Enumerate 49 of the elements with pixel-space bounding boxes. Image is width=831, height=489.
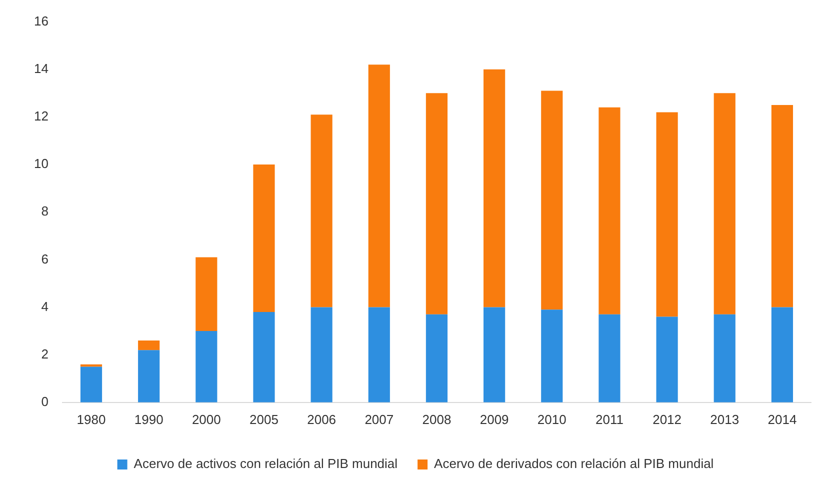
x-tick-label: 2007 — [364, 412, 394, 427]
y-tick-label: 2 — [41, 346, 48, 362]
x-tick-label: 2014 — [768, 412, 797, 427]
bar — [714, 314, 736, 402]
bar — [598, 107, 620, 314]
bar — [368, 64, 390, 308]
x-tick-label: 2005 — [250, 412, 278, 427]
y-tick-label: 12 — [34, 108, 48, 124]
y-tick-label: 4 — [41, 298, 48, 314]
bar — [541, 90, 563, 310]
bar — [426, 93, 448, 314]
bar — [196, 257, 218, 332]
bar — [80, 366, 102, 402]
bar — [656, 112, 678, 317]
y-tick-label: 16 — [34, 13, 48, 28]
legend-label: Acervo de derivados con relación al PIB mundial — [434, 456, 714, 472]
bar — [771, 307, 794, 402]
bar — [196, 331, 218, 402]
x-tick-label: 2013 — [710, 412, 740, 427]
y-tick-label: 10 — [34, 156, 48, 172]
bar — [714, 93, 736, 314]
bar — [138, 350, 160, 402]
x-tick-label: 2011 — [595, 412, 624, 427]
bar — [310, 307, 332, 402]
x-tick-label: 2008 — [422, 412, 452, 427]
bar — [253, 164, 275, 312]
x-tick-label: 2009 — [480, 412, 509, 427]
x-tick-label: 1990 — [134, 412, 164, 427]
bar — [771, 105, 794, 308]
y-tick-label: 14 — [34, 60, 48, 76]
bar — [484, 69, 506, 308]
y-tick-label: 6 — [41, 251, 48, 266]
bar — [598, 314, 620, 402]
x-tick-label: 2006 — [307, 412, 336, 427]
y-tick-label: 8 — [41, 204, 48, 219]
bar — [253, 312, 275, 402]
legend-label: Acervo de activos con relación al PIB mundial — [134, 456, 398, 472]
x-tick-label: 2010 — [537, 412, 566, 427]
bar — [368, 307, 390, 402]
bar — [484, 307, 506, 402]
x-tick-label: 2012 — [652, 412, 682, 427]
bar — [656, 316, 678, 402]
bar — [426, 314, 448, 402]
x-tick-label: 2000 — [192, 412, 221, 427]
x-tick-label: 1980 — [76, 412, 106, 427]
y-tick-label: 0 — [41, 394, 48, 409]
bar — [138, 340, 160, 350]
bar — [310, 114, 332, 308]
bar — [541, 310, 563, 402]
